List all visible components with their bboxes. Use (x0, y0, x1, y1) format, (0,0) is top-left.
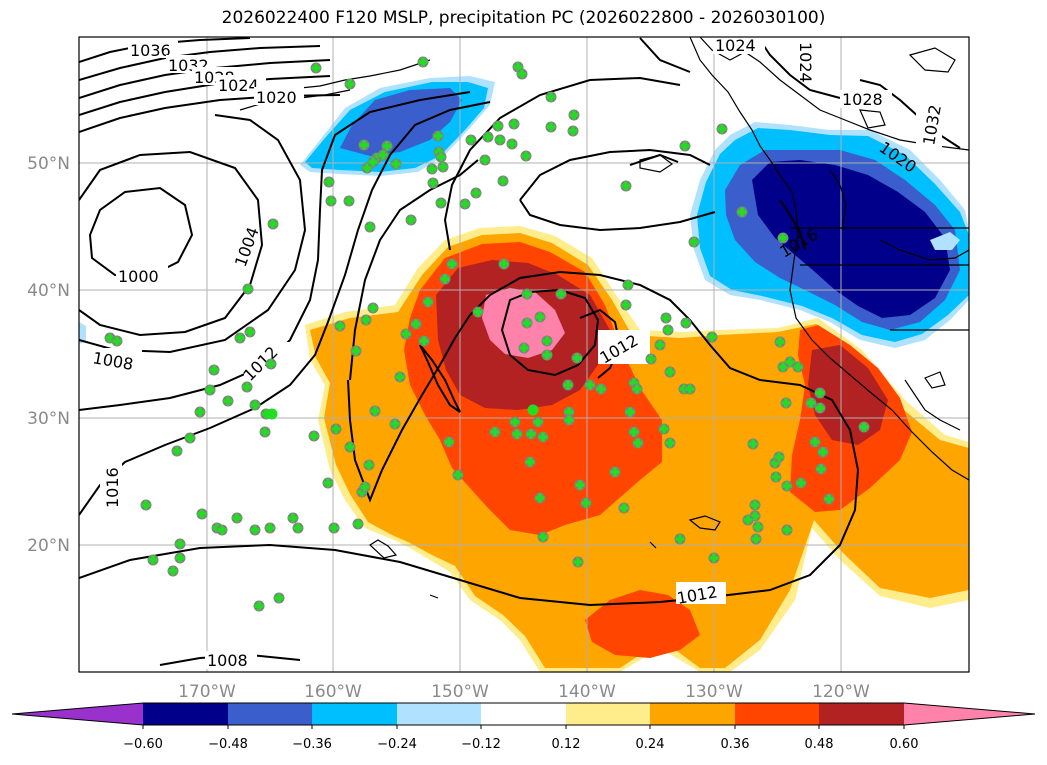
colorbar-tick-label: −0.60 (123, 737, 163, 752)
lat-axis-labels: 50°N 40°N 30°N 20°N (27, 154, 70, 556)
isobar-label: 1020 (256, 88, 297, 107)
isobar-label: 1024 (218, 76, 259, 95)
isobar-label: 1036 (130, 41, 171, 60)
colorbar-bin (481, 703, 566, 725)
colorbar-extend-high (904, 703, 1035, 725)
colorbar-tick-label: 0.12 (552, 737, 581, 752)
map-title: 2026022400 F120 MSLP, precipitation PC (… (221, 8, 826, 28)
colorbar-tick-label: −0.36 (292, 737, 332, 752)
isobar-label: 1016 (103, 467, 122, 508)
lon-tick-label: 170°W (178, 682, 236, 702)
lon-axis-labels: 170°W 160°W 150°W 140°W 130°W 120°W (178, 682, 870, 702)
colorbar-bin (819, 703, 904, 725)
colorbar-bin (397, 703, 481, 725)
colorbar-tick-label: −0.12 (461, 737, 501, 752)
colorbar-bin (735, 703, 819, 725)
colorbar-tick-label: −0.24 (377, 737, 417, 752)
colorbar-bin (312, 703, 397, 725)
lat-tick-label: 40°N (27, 281, 70, 301)
lat-tick-label: 50°N (27, 154, 70, 174)
lon-tick-label: 160°W (304, 682, 362, 702)
lon-tick-label: 130°W (685, 682, 743, 702)
colorbar-tick-label: −0.48 (208, 737, 248, 752)
isobar-label: 1028 (842, 90, 883, 109)
isobar-labels: 1036 1032 1028 1024 1020 1004 1000 1008 … (90, 36, 945, 670)
colorbar-extend-low (12, 703, 143, 725)
lon-tick-label: 120°W (812, 682, 870, 702)
colorbar-tick-label: 0.36 (721, 737, 750, 752)
map-frame (78, 36, 970, 673)
lon-tick-label: 150°W (431, 682, 489, 702)
station-markers (104, 56, 870, 612)
lat-tick-label: 20°N (27, 536, 70, 556)
isobar-label: 1000 (118, 267, 159, 286)
colorbar-bin (566, 703, 650, 725)
colorbar: −0.60 −0.48 −0.36 −0.24 −0.12 0.12 0.24 … (11, 702, 1036, 752)
colorbar-tick-label: 0.48 (805, 737, 834, 752)
isobar-label: 1024 (796, 42, 815, 83)
colorbar-bin (228, 703, 312, 725)
precip-negative-anomaly (79, 76, 969, 348)
colorbar-bin (143, 703, 228, 725)
coastlines (239, 37, 969, 599)
lon-tick-label: 140°W (558, 682, 616, 702)
isobar-label: 1008 (207, 651, 248, 670)
mslp-isobars (79, 37, 961, 666)
lat-tick-label: 30°N (27, 409, 70, 429)
colorbar-tick-label: 0.24 (636, 737, 665, 752)
colorbar-tick-label: 0.60 (890, 737, 919, 752)
isobar-label: 1024 (715, 36, 756, 55)
colorbar-bin (650, 703, 735, 725)
